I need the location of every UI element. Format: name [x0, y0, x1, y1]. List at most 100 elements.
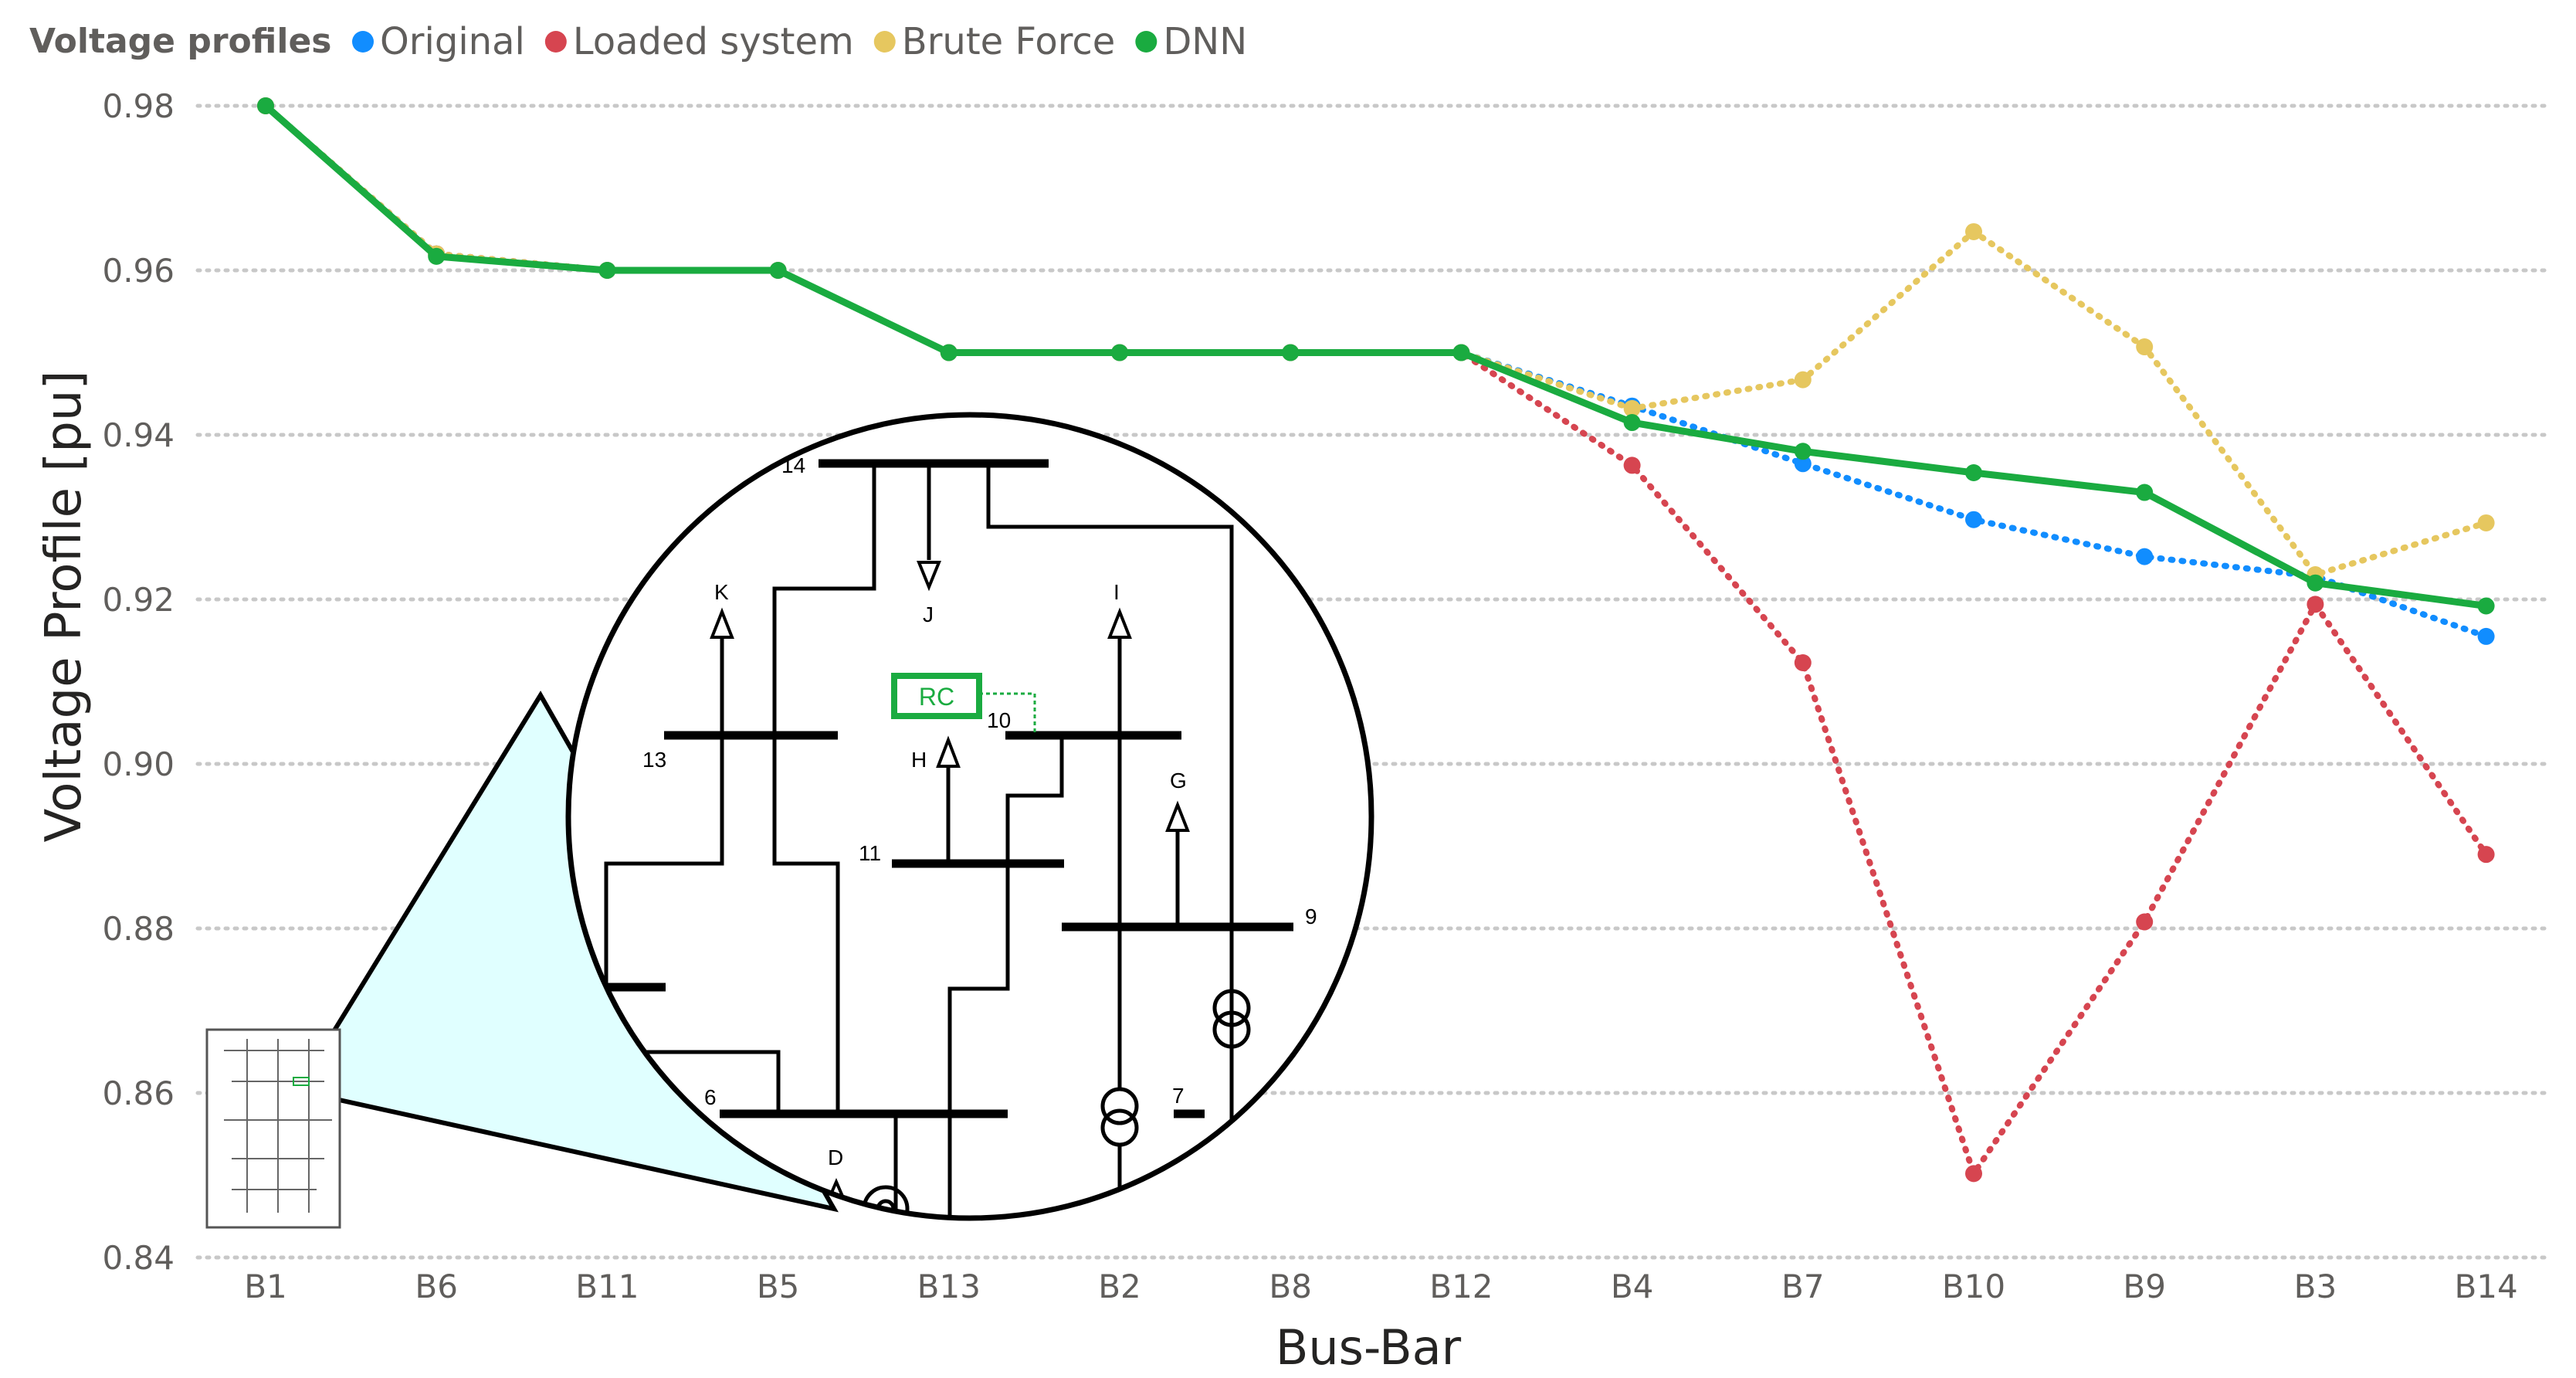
x-tick-label: B11	[575, 1268, 639, 1305]
data-point-dnn[interactable]	[598, 262, 616, 279]
load-h-arrow	[936, 735, 961, 768]
data-point-loaded-system[interactable]	[1623, 457, 1641, 474]
data-point-loaded-system[interactable]	[2477, 846, 2495, 864]
x-axis-title: Bus-Bar	[1276, 1319, 1462, 1376]
x-axis-ticks: B1 B6 B11 B5 B13 B2 B8 B12 B4 B7 B10 B9 B3 B14	[244, 1268, 2518, 1305]
data-point-loaded-system[interactable]	[2136, 913, 2154, 931]
load-label-j: J	[923, 602, 934, 626]
series-line-dnn	[262, 102, 2490, 610]
line-10-11-6	[947, 735, 1064, 1218]
data-point-dnn[interactable]	[2136, 484, 2154, 501]
zoom-circle-border	[565, 412, 1374, 1221]
y-tick-label: 0.94	[102, 416, 175, 454]
x-tick-label: B7	[1781, 1268, 1825, 1305]
data-point-loaded-system[interactable]	[2307, 596, 2324, 613]
data-point-brute-force[interactable]	[1794, 371, 1812, 389]
y-axis-title: Voltage Profile [pu]	[36, 371, 93, 843]
mini-rc-box	[293, 1077, 310, 1086]
legend-items: Original Loaded system Brute Force DNN	[352, 20, 1247, 63]
data-point-brute-force[interactable]	[1965, 222, 1982, 240]
x-tick-label: B10	[1942, 1268, 2005, 1305]
line-14-9	[986, 463, 1234, 1205]
x-tick-label: B8	[1269, 1268, 1312, 1305]
network-inset: RC 14 13 10 11 9 6 7 K J I H G D	[205, 412, 1374, 1229]
y-tick-label: 0.88	[102, 910, 175, 948]
transformer-7-9-upper	[1212, 989, 1251, 1027]
y-axis-ticks: 0.98 0.96 0.94 0.92 0.90 0.88 0.86 0.84	[102, 87, 175, 1277]
rc-controller-box	[891, 673, 982, 719]
rc-control-link	[979, 692, 1036, 735]
data-point-loaded-system[interactable]	[1794, 654, 1812, 672]
series-line-brute-force	[263, 103, 2490, 579]
bus-label-7: 7	[1172, 1084, 1185, 1108]
data-point-dnn[interactable]	[940, 344, 958, 361]
legend-label: Loaded system	[573, 20, 854, 63]
data-point-original[interactable]	[2136, 548, 2154, 565]
rc-controller-label: RC	[919, 683, 954, 711]
data-point-dnn[interactable]	[257, 97, 274, 114]
x-tick-label: B1	[244, 1268, 287, 1305]
data-point-dnn[interactable]	[1111, 344, 1128, 361]
y-tick-label: 0.92	[102, 581, 175, 619]
series-line-original	[263, 103, 2490, 640]
y-tick-label: 0.86	[102, 1074, 175, 1112]
data-point-original[interactable]	[2477, 627, 2495, 645]
series-original	[257, 97, 2495, 645]
x-tick-label: B4	[1611, 1268, 1654, 1305]
data-point-dnn[interactable]	[2477, 597, 2495, 615]
bus-label-9: 9	[1305, 905, 1317, 928]
load-g-arrow	[1165, 800, 1190, 832]
load-label-g: G	[1170, 769, 1187, 793]
x-tick-label: B14	[2454, 1268, 2517, 1305]
legend: Voltage profiles Original Loaded system Br…	[29, 20, 1247, 63]
legend-marker	[544, 31, 567, 53]
x-tick-label: B12	[1429, 1268, 1493, 1305]
data-point-dnn[interactable]	[2307, 574, 2324, 592]
data-point-loaded-system[interactable]	[1965, 1165, 1982, 1183]
data-point-brute-force[interactable]	[2477, 514, 2495, 531]
load-k-arrow	[710, 607, 734, 639]
legend-marker	[1135, 31, 1158, 53]
legend-item[interactable]: Original	[352, 20, 525, 63]
data-point-dnn[interactable]	[769, 262, 787, 279]
load-label-d: D	[828, 1146, 843, 1169]
data-point-brute-force[interactable]	[2136, 338, 2154, 356]
line-14-13-6	[772, 463, 876, 1114]
data-point-dnn[interactable]	[1452, 344, 1470, 361]
zoom-circle-bg	[568, 415, 1371, 1218]
series-brute-force	[257, 97, 2495, 584]
legend-item[interactable]: DNN	[1135, 20, 1247, 63]
series-dnn	[257, 97, 2495, 615]
y-tick-label: 0.90	[102, 745, 175, 783]
legend-marker	[873, 31, 896, 53]
x-tick-label: B6	[415, 1268, 458, 1305]
data-point-dnn[interactable]	[1623, 414, 1641, 432]
mini-network-thumbnail	[205, 1028, 341, 1229]
data-point-dnn[interactable]	[1282, 344, 1300, 361]
legend-item[interactable]: Brute Force	[873, 20, 1116, 63]
data-point-dnn[interactable]	[1794, 443, 1812, 460]
data-point-brute-force[interactable]	[1623, 399, 1641, 417]
series-layer	[257, 97, 2495, 1183]
transformer-4-9-upper	[1100, 1087, 1139, 1125]
bus-label-10: 10	[987, 708, 1011, 732]
network-diagram: RC 14 13 10 11 9 6 7 K J I H G D	[573, 453, 1317, 1218]
bus-label-13: 13	[642, 748, 666, 772]
data-point-dnn[interactable]	[1965, 463, 1982, 481]
legend-marker	[352, 31, 374, 53]
x-tick-label: B3	[2294, 1268, 2337, 1305]
data-point-original[interactable]	[1794, 455, 1812, 473]
data-point-dnn[interactable]	[428, 247, 446, 265]
x-tick-label: B5	[757, 1268, 800, 1305]
load-label-i: I	[1113, 580, 1120, 604]
legend-title: Voltage profiles	[29, 22, 332, 61]
line-13-12	[604, 735, 724, 1066]
x-tick-label: B2	[1098, 1268, 1141, 1305]
y-tick-label: 0.98	[102, 87, 175, 125]
data-point-original[interactable]	[1965, 511, 1982, 528]
legend-label: DNN	[1163, 20, 1247, 63]
load-j-arrow	[917, 561, 941, 592]
legend-item[interactable]: Loaded system	[544, 20, 854, 63]
